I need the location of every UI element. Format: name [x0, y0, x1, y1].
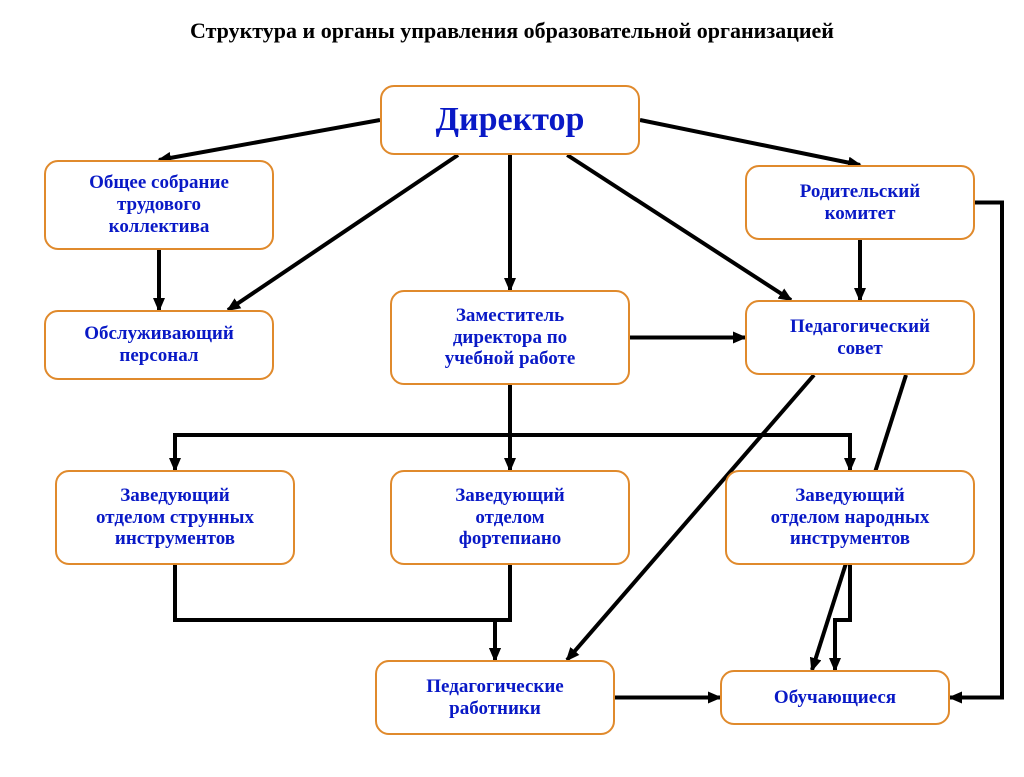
org-chart-canvas: Структура и органы управления образовате… [0, 0, 1024, 777]
node-staff: Обслуживающий персонал [44, 310, 274, 380]
node-director: Директор [380, 85, 640, 155]
node-headfolk: Заведующий отделом народных инструментов [725, 470, 975, 565]
node-students: Обучающиеся [720, 670, 950, 725]
node-assembly: Общее собрание трудового коллектива [44, 160, 274, 250]
node-deputy: Заместитель директора по учебной работе [390, 290, 630, 385]
node-pedcouncil: Педагогический совет [745, 300, 975, 375]
node-parents: Родительский комитет [745, 165, 975, 240]
node-headstr: Заведующий отделом струнных инструментов [55, 470, 295, 565]
node-headpiano: Заведующий отделом фортепиано [390, 470, 630, 565]
node-teachers: Педагогические работники [375, 660, 615, 735]
chart-title: Структура и органы управления образовате… [0, 18, 1024, 44]
